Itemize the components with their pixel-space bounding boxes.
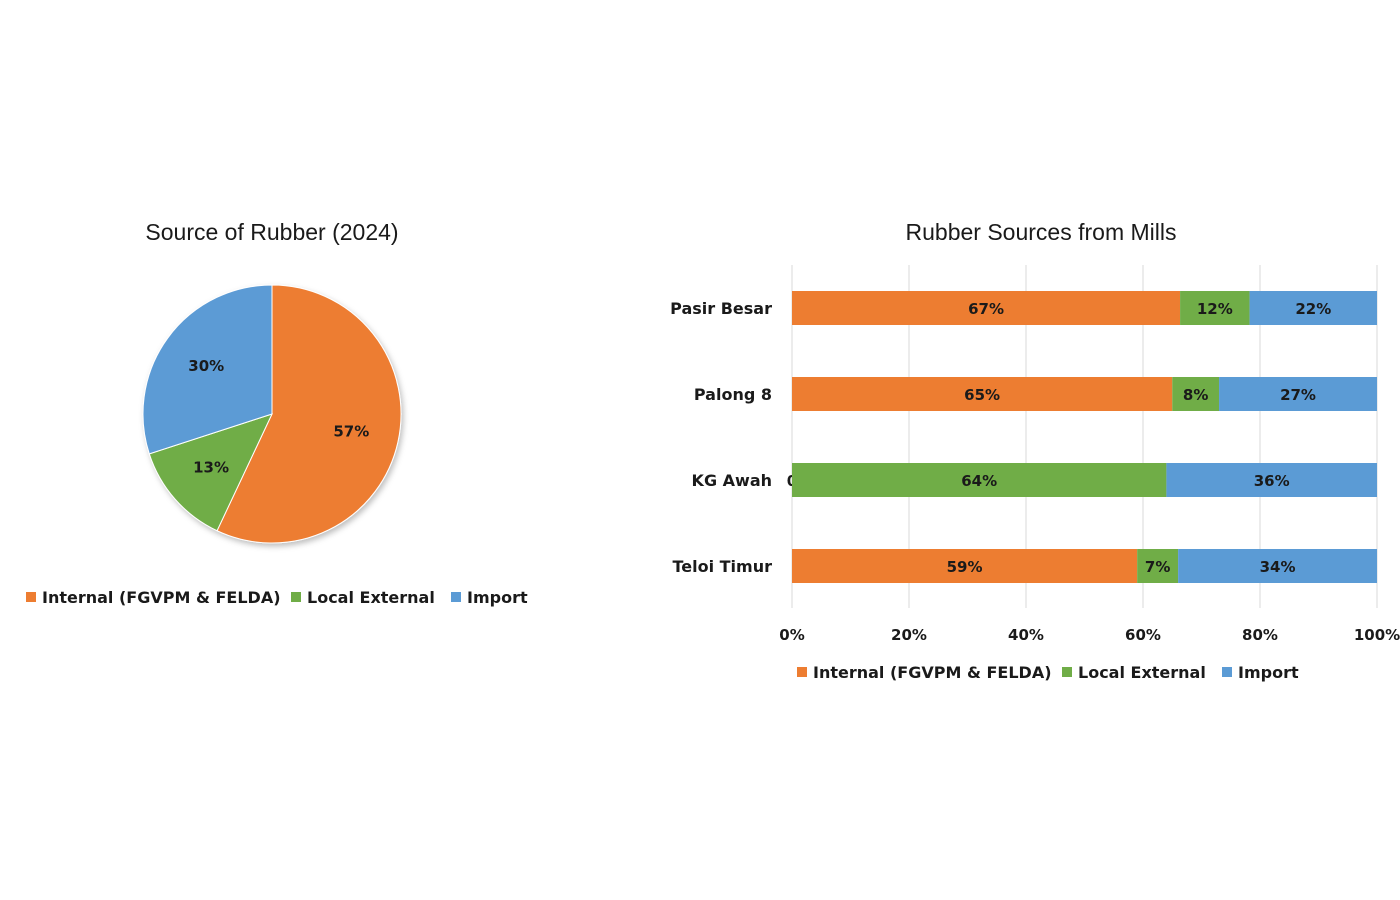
bar-segment-internal (792, 549, 1138, 583)
pie-slice-local-external (148, 413, 273, 532)
bar-data-label: 67% (968, 300, 1004, 318)
bar-data-label: 12% (1197, 300, 1233, 318)
bar-segment-local-external (1180, 291, 1250, 325)
pie-legend-swatch-local-external (291, 592, 301, 602)
bar-legend-swatch-import (1222, 667, 1232, 677)
bar-data-label: 22% (1295, 300, 1331, 318)
bar-chart: Rubber Sources from Mills 67% 12% 22% 65% 8%… (670, 219, 1400, 682)
pie-label-import: 30% (188, 357, 224, 375)
bar-data-label: 59% (947, 558, 983, 576)
bar-legend: Internal (FGVPM & FELDA) Local External Im… (797, 663, 1299, 682)
bar-segment-local-external (1137, 549, 1179, 583)
pie-label-internal: 57% (333, 423, 369, 441)
pie-legend-swatch-import (451, 592, 461, 602)
bar-legend-label-import: Import (1238, 663, 1299, 682)
pie-legend-label-local-external: Local External (307, 588, 435, 607)
category-label: Teloi Timur (672, 557, 772, 576)
pie-chart: Source of Rubber (2024) 57% 13% 30% Intern… (26, 219, 528, 607)
x-tick-label: 60% (1125, 626, 1161, 644)
category-label: Pasir Besar (670, 299, 772, 318)
bar-segment-import (1249, 291, 1377, 325)
bar-data-label: 65% (964, 386, 1000, 404)
x-tick-label: 40% (1008, 626, 1044, 644)
bar-segment-import (1219, 377, 1377, 411)
bar-legend-swatch-internal (797, 667, 807, 677)
x-tick-label: 20% (891, 626, 927, 644)
bar-data-label: 36% (1254, 472, 1290, 490)
bar-segment-internal (792, 377, 1173, 411)
x-tick-label: 0% (779, 626, 804, 644)
category-label: KG Awah (692, 471, 772, 490)
x-tick-label: 100% (1354, 626, 1400, 644)
bar-legend-label-internal: Internal (FGVPM & FELDA) (813, 663, 1052, 682)
bar-segment-import (1166, 463, 1377, 497)
category-label: Palong 8 (694, 385, 772, 404)
pie-legend: Internal (FGVPM & FELDA) Local External Im… (26, 588, 528, 607)
x-tick-label: 80% (1242, 626, 1278, 644)
bar-data-label: 27% (1280, 386, 1316, 404)
bar-legend-label-local-external: Local External (1078, 663, 1206, 682)
bar-segment-local-external (792, 463, 1167, 497)
bar-data-label: 34% (1260, 558, 1296, 576)
bar-chart-title: Rubber Sources from Mills (906, 219, 1177, 245)
bar-data-label: 64% (961, 472, 997, 490)
bar-data-label: 7% (1145, 558, 1170, 576)
bar-segment-internal (792, 291, 1181, 325)
bar-segment-import (1178, 549, 1377, 583)
pie-chart-title: Source of Rubber (2024) (145, 219, 398, 245)
pie-legend-label-import: Import (467, 588, 528, 607)
bar-segment-local-external (1172, 377, 1220, 411)
pie-slice-import (142, 284, 273, 455)
bar-legend-swatch-local-external (1062, 667, 1072, 677)
pie-label-local-external: 13% (193, 459, 229, 477)
pie-legend-swatch-internal (26, 592, 36, 602)
pie-legend-label-internal: Internal (FGVPM & FELDA) (42, 588, 281, 607)
bar-data-label: 8% (1183, 386, 1208, 404)
pie-slice-internal (216, 284, 402, 544)
